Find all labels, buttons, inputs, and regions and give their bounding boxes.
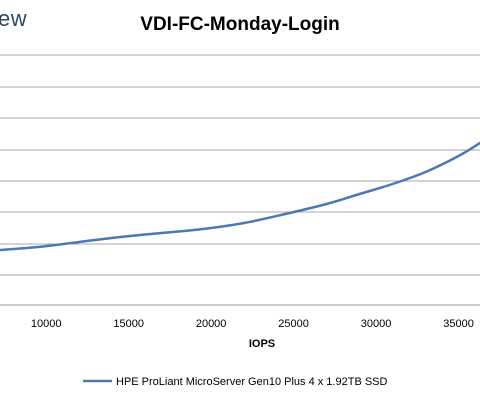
- series-line: [0, 141, 480, 252]
- x-tick-label: 25000: [278, 318, 309, 330]
- x-tick-label: 10000: [31, 318, 62, 330]
- legend: HPE ProLiant MicroServer Gen10 Plus 4 x …: [83, 376, 388, 388]
- x-tick-label: 30000: [361, 318, 392, 330]
- x-tick-label: 20000: [196, 318, 227, 330]
- x-tick-label: 15000: [113, 318, 144, 330]
- legend-label: HPE ProLiant MicroServer Gen10 Plus 4 x …: [116, 376, 388, 388]
- x-tick-label: 35000: [443, 318, 474, 330]
- x-axis-label: IOPS: [249, 338, 275, 350]
- watermark-logo-text: ew: [0, 6, 28, 31]
- chart-title: VDI-FC-Monday-Login: [140, 14, 340, 35]
- x-tick-labels: 10000 15000 20000 25000 30000 35000: [31, 318, 474, 330]
- gridlines: [0, 54, 480, 276]
